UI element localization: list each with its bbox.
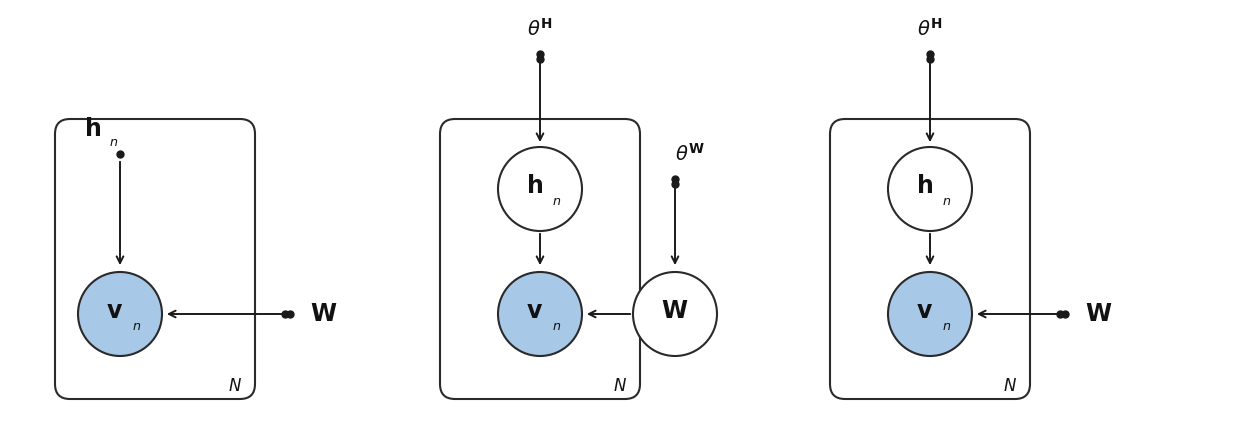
Text: $\mathbf{h}$: $\mathbf{h}$ (916, 174, 933, 198)
Circle shape (498, 272, 582, 356)
Text: $_n$: $_n$ (552, 314, 562, 332)
Text: $\mathbf{h}$: $\mathbf{h}$ (83, 117, 100, 141)
Text: $\mathbf{W}$: $\mathbf{W}$ (1084, 302, 1112, 326)
Text: $\theta^{\mathbf{W}}$: $\theta^{\mathbf{W}}$ (675, 143, 704, 165)
Text: $\mathbf{W}$: $\mathbf{W}$ (310, 302, 337, 326)
Text: $\theta^{\mathbf{H}}$: $\theta^{\mathbf{H}}$ (527, 18, 552, 40)
Circle shape (633, 272, 717, 356)
Text: $\mathbf{W}$: $\mathbf{W}$ (661, 299, 688, 323)
Circle shape (888, 147, 972, 231)
Text: $\mathbf{v}$: $\mathbf{v}$ (106, 299, 124, 323)
Text: $N$: $N$ (613, 377, 626, 395)
Text: $_n$: $_n$ (552, 189, 562, 207)
Circle shape (888, 272, 972, 356)
Text: $\mathbf{v}$: $\mathbf{v}$ (526, 299, 543, 323)
Text: $N$: $N$ (228, 377, 241, 395)
Circle shape (78, 272, 162, 356)
Text: $_n$: $_n$ (132, 314, 141, 332)
Text: $_n$: $_n$ (942, 314, 952, 332)
Text: $\mathbf{h}$: $\mathbf{h}$ (526, 174, 543, 198)
Text: $\mathbf{v}$: $\mathbf{v}$ (916, 299, 933, 323)
Text: $_n$: $_n$ (942, 189, 952, 207)
Text: $_n$: $_n$ (109, 130, 119, 148)
Text: $\theta^{\mathbf{H}}$: $\theta^{\mathbf{H}}$ (917, 18, 943, 40)
Text: $N$: $N$ (1003, 377, 1016, 395)
Circle shape (498, 147, 582, 231)
